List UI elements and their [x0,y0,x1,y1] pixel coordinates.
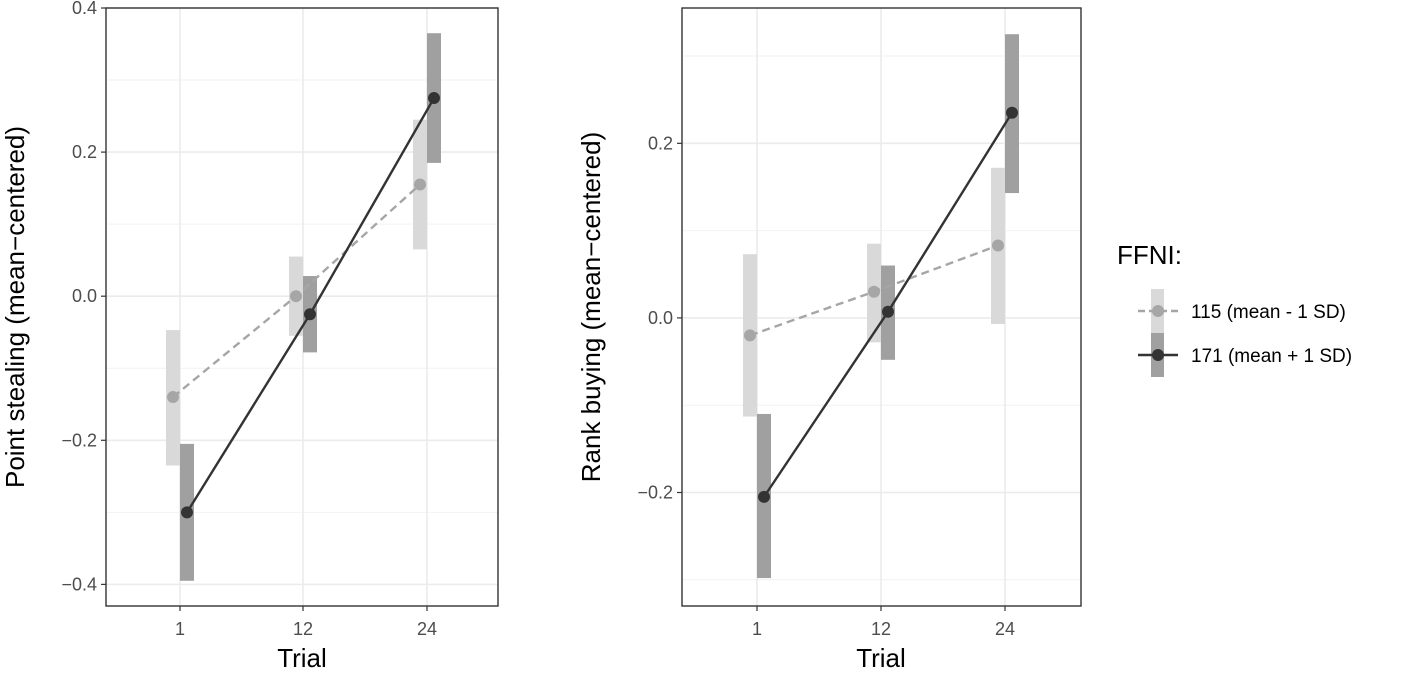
data-point [744,329,756,342]
panel-1: −0.4 −0.2 0.0 0.2 0.4 1 12 24 Trial Point stealin… [0,0,499,673]
legend-label: 171 (mean + 1 SD) [1191,346,1352,367]
panel-border [681,7,1082,607]
data-point [758,490,770,503]
panel-2: −0.2 0.0 0.2 1 12 24 Trial Rank buying (mean−ce… [576,7,1082,673]
legend-point-swatch [1152,349,1164,361]
y-axis-title: Point stealing (mean−centered) [0,126,30,488]
y-tick-label: −0.4 [61,574,97,594]
x-tick-label: 24 [995,619,1015,639]
legend-item: 115 (mean - 1 SD) [1138,289,1346,333]
data-point [992,239,1004,252]
data-point [428,92,440,105]
y-tick-label: 0.2 [648,133,673,153]
data-point [868,285,880,298]
legend-item: 171 (mean + 1 SD) [1138,333,1352,377]
legend-label: 115 (mean - 1 SD) [1191,302,1346,323]
y-axis-title: Rank buying (mean−centered) [576,132,606,482]
data-point [290,290,302,303]
y-tick-label: 0.4 [72,0,97,18]
data-point [304,308,316,321]
x-tick-label: 12 [293,619,313,639]
y-tick-label: −0.2 [637,483,673,503]
x-tick-label: 1 [175,619,185,639]
panel-border [105,7,499,607]
x-tick-label: 12 [871,619,891,639]
data-point [167,391,179,404]
y-tick-label: 0.2 [72,142,97,162]
x-tick-label: 24 [417,619,437,639]
data-point [1006,106,1018,119]
data-point [414,178,426,191]
y-tick-label: 0.0 [648,308,673,328]
x-tick-label: 1 [752,619,762,639]
legend-title: FFNI: [1117,240,1182,270]
data-point [882,305,894,318]
legend: FFNI: 115 (mean - 1 SD) 171 (mean + 1 SD) [1117,240,1352,377]
data-point [181,506,193,519]
x-axis-title: Trial [277,643,327,673]
x-axis-title: Trial [856,643,906,673]
y-tick-label: 0.0 [72,286,97,306]
y-tick-label: −0.2 [61,430,97,450]
legend-point-swatch [1152,305,1164,317]
